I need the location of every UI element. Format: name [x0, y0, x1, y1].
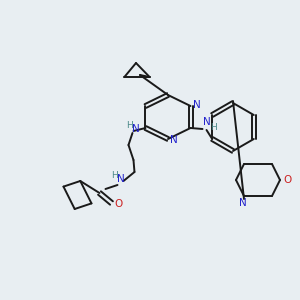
Text: N: N — [132, 124, 140, 134]
Text: O: O — [283, 175, 291, 185]
Text: O: O — [114, 199, 123, 209]
Text: N: N — [239, 198, 247, 208]
Text: N: N — [193, 100, 200, 110]
Text: N: N — [170, 135, 178, 145]
Text: H: H — [210, 122, 217, 131]
Text: H: H — [111, 170, 118, 179]
Text: N: N — [202, 117, 210, 127]
Text: H: H — [126, 121, 133, 130]
Text: N: N — [117, 174, 124, 184]
